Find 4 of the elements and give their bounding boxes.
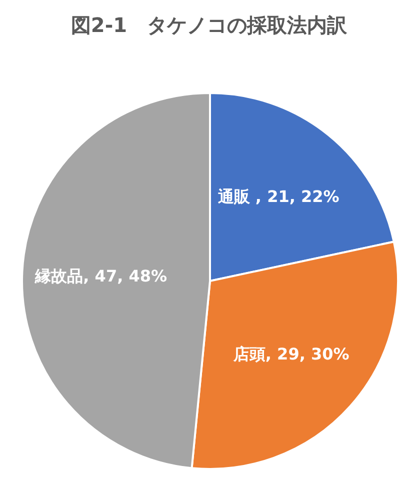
slice-label: 縁故品, 47, 48%	[34, 266, 168, 286]
slice-label: 店頭, 29, 30%	[232, 344, 350, 364]
chart-title: 図2-1 タケノコの採取法内訳	[70, 13, 348, 37]
slice-label: 通販 , 21, 22%	[216, 187, 340, 206]
